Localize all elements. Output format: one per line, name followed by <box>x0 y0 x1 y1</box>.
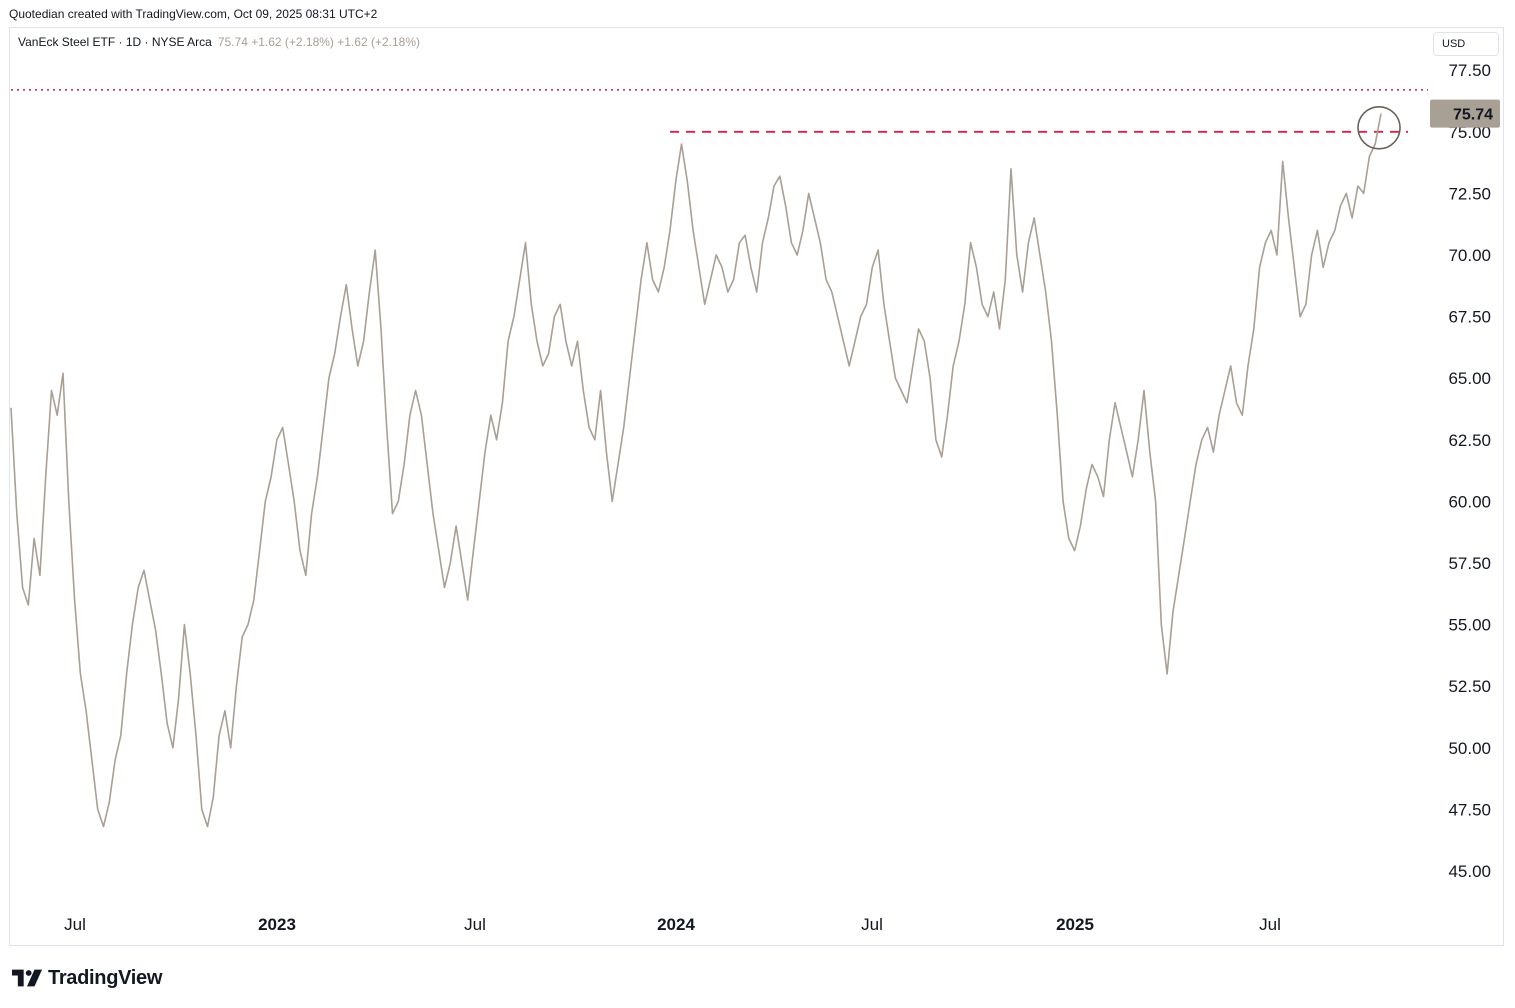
y-tick-label: 62.50 <box>1448 431 1491 450</box>
x-tick-label: 2025 <box>1056 915 1094 934</box>
symbol-title[interactable]: VanEck Steel ETF · 1D · NYSE Arca <box>18 35 212 49</box>
y-tick-label: 45.00 <box>1448 862 1491 881</box>
highlight-circle <box>1357 106 1401 150</box>
chart-legend: VanEck Steel ETF · 1D · NYSE Arca 75.74 +… <box>18 35 420 49</box>
x-axis: Jul 2023 Jul 2024 Jul 2025 Jul <box>64 915 1281 934</box>
y-tick-label: 60.00 <box>1448 492 1491 511</box>
x-tick-label: Jul <box>1259 915 1281 934</box>
y-tick-label: 50.00 <box>1448 739 1491 758</box>
y-tick-label: 47.50 <box>1448 800 1491 819</box>
tradingview-logo-icon <box>12 969 42 987</box>
last-price-label: 75.74 <box>1430 99 1500 128</box>
currency-button[interactable]: USD <box>1433 32 1499 56</box>
y-axis: 77.5075.0072.5070.0067.5065.0062.5060.00… <box>1448 61 1491 881</box>
tradingview-logo-text: TradingView <box>48 966 163 989</box>
symbol-values: 75.74 +1.62 (+2.18%) +1.62 (+2.18%) <box>217 35 420 49</box>
y-tick-label: 55.00 <box>1448 616 1491 635</box>
x-tick-label: Jul <box>464 915 486 934</box>
x-tick-label: Jul <box>861 915 883 934</box>
attribution-text: Quotedian created with TradingView.com, … <box>9 7 378 21</box>
x-tick-label: 2024 <box>657 915 695 934</box>
y-tick-label: 70.00 <box>1448 246 1491 265</box>
last-price-label-bg <box>1430 99 1500 128</box>
x-tick-label: Jul <box>64 915 86 934</box>
price-series-line <box>10 113 1382 828</box>
y-tick-label: 67.50 <box>1448 308 1491 327</box>
x-tick-label: 2023 <box>258 915 296 934</box>
y-tick-label: 52.50 <box>1448 677 1491 696</box>
y-tick-label: 65.00 <box>1448 369 1491 388</box>
y-tick-label: 77.50 <box>1448 61 1491 80</box>
last-price-label-text: 75.74 <box>1453 107 1493 124</box>
tradingview-brand[interactable]: TradingView <box>12 965 162 991</box>
y-tick-label: 72.50 <box>1448 184 1491 203</box>
y-tick-label: 57.50 <box>1448 554 1491 573</box>
chart-frame[interactable] <box>9 27 1504 946</box>
